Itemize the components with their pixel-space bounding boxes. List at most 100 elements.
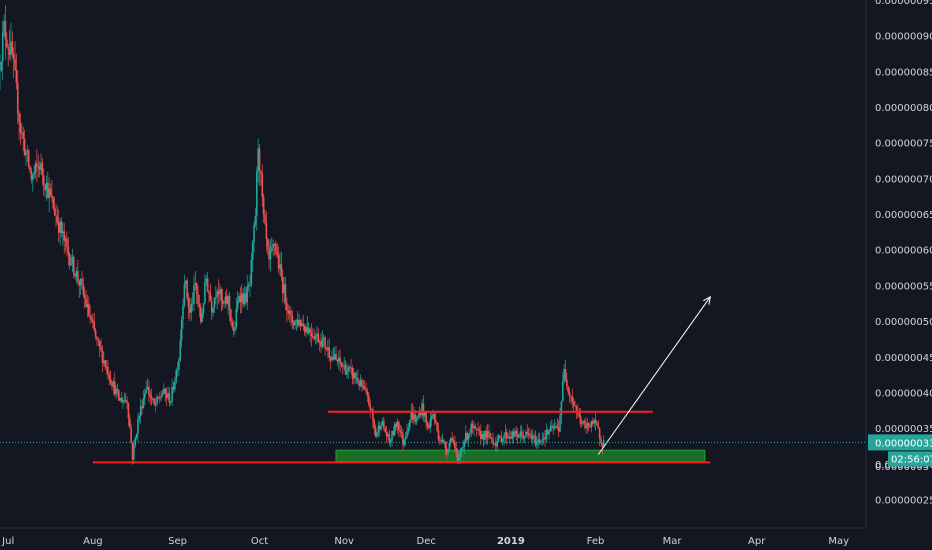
y-tick-label: 0.00000080 bbox=[875, 103, 932, 114]
candle-body bbox=[592, 421, 594, 424]
candle-body bbox=[417, 416, 419, 419]
candle-body bbox=[410, 411, 412, 420]
candle-body bbox=[37, 166, 40, 168]
candle-body bbox=[495, 443, 497, 447]
candle-body bbox=[559, 415, 561, 432]
candle-body bbox=[175, 370, 178, 382]
candle-body bbox=[212, 307, 214, 313]
candle-body bbox=[581, 423, 583, 425]
candle-body bbox=[288, 310, 291, 314]
candle-body bbox=[331, 356, 333, 361]
candle-body bbox=[169, 401, 172, 403]
candle-body bbox=[171, 386, 173, 402]
candle-body bbox=[51, 195, 53, 198]
candle-body bbox=[168, 392, 171, 403]
candle-body bbox=[585, 423, 587, 429]
candle-body bbox=[287, 310, 290, 314]
candle-body bbox=[482, 434, 485, 440]
candle-body bbox=[224, 296, 227, 303]
candle-body bbox=[600, 438, 602, 443]
y-tick-label: 0.00000070 bbox=[875, 174, 932, 185]
candle-body bbox=[92, 320, 94, 323]
candle-body bbox=[255, 171, 258, 217]
candle-body bbox=[318, 341, 321, 343]
candle-body bbox=[197, 293, 199, 304]
candle-body bbox=[236, 300, 239, 309]
candle-body bbox=[85, 298, 87, 308]
candle-body bbox=[370, 409, 373, 411]
candle-body bbox=[458, 456, 460, 462]
candle-body bbox=[467, 434, 470, 440]
candle-body bbox=[520, 431, 523, 435]
candle-body bbox=[14, 58, 16, 71]
candle-body bbox=[26, 150, 29, 152]
candle-body bbox=[48, 188, 50, 199]
candle-body bbox=[71, 256, 74, 265]
candle-body bbox=[86, 303, 89, 308]
candle-body bbox=[123, 400, 126, 402]
candle-body bbox=[4, 21, 7, 40]
candle-body bbox=[0, 70, 1, 72]
candle-body bbox=[602, 440, 605, 448]
candle-body bbox=[27, 150, 30, 167]
candle-body bbox=[251, 242, 254, 261]
candle-body bbox=[194, 283, 197, 286]
candle-body bbox=[205, 278, 208, 282]
candle-body bbox=[403, 439, 406, 446]
candle-body bbox=[459, 453, 462, 457]
y-tick-label: 0.00000035 bbox=[875, 424, 932, 435]
x-axis: Jul Aug Sep Oct Nov Dec 2019 Feb Mar Apr May bbox=[1, 536, 849, 547]
candle-body bbox=[564, 369, 567, 380]
candle-body bbox=[530, 435, 533, 440]
candle-body bbox=[298, 319, 300, 326]
candle-body bbox=[290, 310, 292, 316]
candle-body bbox=[79, 278, 82, 286]
candle-body bbox=[231, 321, 234, 328]
y-tick-label: 0.00000045 bbox=[875, 353, 932, 364]
candle-body bbox=[131, 442, 134, 460]
candle-body bbox=[489, 433, 492, 438]
candle-body bbox=[68, 254, 71, 266]
candle-body bbox=[83, 294, 86, 299]
candle-body bbox=[339, 357, 341, 363]
candle-body bbox=[280, 264, 283, 277]
candle-body bbox=[419, 413, 422, 416]
candle-body bbox=[589, 425, 591, 428]
candle-body bbox=[52, 197, 55, 209]
candle-body bbox=[566, 379, 568, 387]
candle-body bbox=[391, 430, 393, 441]
candle-body bbox=[124, 400, 127, 402]
candle-body bbox=[336, 359, 339, 362]
y-tick-label: 0.00000085 bbox=[875, 67, 932, 78]
candle-body bbox=[455, 448, 458, 454]
candle-body bbox=[551, 425, 553, 427]
candle-body bbox=[23, 138, 26, 156]
candle-body bbox=[253, 224, 255, 243]
candle-body bbox=[357, 378, 359, 383]
candle-body bbox=[312, 336, 314, 338]
candle-body bbox=[373, 420, 376, 428]
candle-body bbox=[29, 166, 31, 172]
candle-body bbox=[518, 436, 520, 438]
candle-body bbox=[116, 389, 119, 391]
candle-body bbox=[347, 367, 350, 371]
x-tick-label: May bbox=[828, 536, 849, 547]
candle-body bbox=[104, 360, 106, 367]
candle-body bbox=[488, 431, 490, 434]
candle-body bbox=[376, 432, 378, 437]
candle-body bbox=[235, 308, 238, 328]
candle-body bbox=[210, 300, 213, 313]
candle-body bbox=[189, 307, 191, 313]
candle-body bbox=[448, 442, 451, 450]
candle-body bbox=[434, 419, 437, 423]
candle-body bbox=[456, 453, 459, 462]
candle-body bbox=[159, 397, 161, 399]
candle-body bbox=[44, 184, 46, 191]
candle-body bbox=[578, 411, 580, 416]
candle-body bbox=[512, 431, 515, 437]
candle-body bbox=[536, 442, 538, 446]
candle-body bbox=[142, 398, 145, 409]
candle-body bbox=[133, 445, 135, 460]
